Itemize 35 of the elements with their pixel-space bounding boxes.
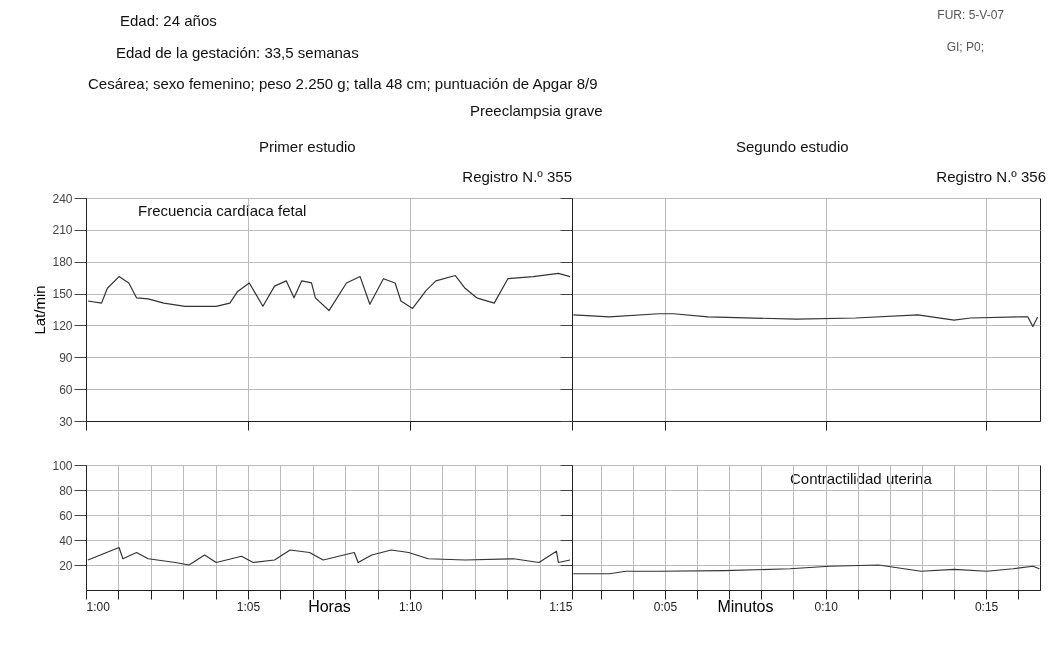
text: GI; P0; — [946, 40, 984, 54]
x-tick-label: 1:05 — [236, 599, 261, 614]
x-axis-title: Minutos — [717, 597, 774, 615]
y-tick-label: 240 — [52, 191, 73, 206]
chart-title: Primer estudio — [259, 138, 356, 155]
y-axis-title: Lat/min — [31, 285, 49, 335]
x-axis-title: Horas — [308, 597, 351, 615]
y-tick-label: 150 — [52, 287, 73, 302]
x-tick-label: 1:10 — [398, 599, 423, 614]
x-tick-label: 0:15 — [974, 599, 999, 614]
y-tick-label: 180 — [52, 255, 73, 270]
text: Preeclampsia grave — [470, 102, 603, 119]
x-tick-label: 0:10 — [814, 599, 839, 614]
y-tick-label: 60 — [59, 508, 73, 523]
x-tick-label: 1:15 — [549, 599, 573, 614]
y-tick-label: 60 — [59, 382, 73, 397]
y-tick-label: 100 — [52, 458, 73, 473]
y-tick-label: 210 — [52, 223, 73, 238]
chart-subtitle: Registro N.º 355 — [462, 168, 572, 185]
chart-title: Segundo estudio — [736, 138, 849, 155]
y-tick-label: 30 — [59, 414, 73, 429]
y-tick-label: 40 — [59, 533, 73, 548]
annotation: Contractilidad uterina — [790, 470, 932, 487]
annotation: Frecuencia cardíaca fetal — [138, 202, 307, 219]
text: FUR: 5-V-07 — [937, 8, 1004, 22]
y-tick-label: 120 — [52, 318, 73, 333]
text: Edad: 24 años — [120, 12, 217, 29]
x-tick-label: 1:00 — [86, 599, 111, 614]
chart-subtitle: Registro N.º 356 — [936, 168, 1046, 185]
y-tick-label: 80 — [59, 483, 73, 498]
text: Cesárea; sexo femenino; peso 2.250 g; talla 48 cm; puntuación de Apgar 8/9 — [88, 75, 598, 92]
y-tick-label: 90 — [59, 350, 73, 365]
x-tick-label: 0:05 — [653, 599, 678, 614]
text: Edad de la gestación: 33,5 semanas — [116, 44, 359, 61]
y-tick-label: 20 — [59, 558, 73, 573]
